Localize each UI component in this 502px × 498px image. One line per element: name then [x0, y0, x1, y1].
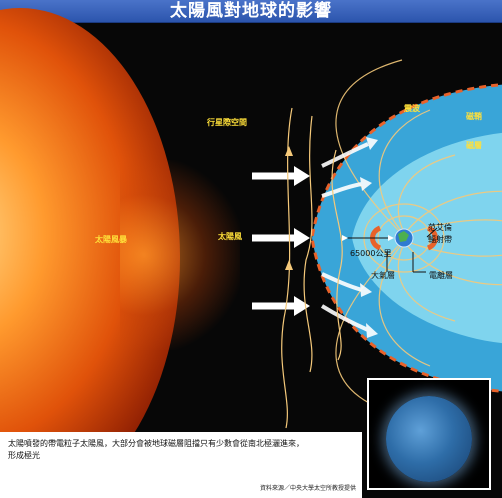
label-van-allen: 范艾倫	[428, 223, 452, 232]
label-solar-storm: 太陽風暴	[95, 235, 127, 244]
title-bar: 太陽風對地球的影響	[0, 0, 502, 23]
label-magnetosphere: 磁層	[466, 141, 482, 150]
source-credit: 資料來源／中央大學太空所教授提供	[259, 485, 356, 492]
earth-inset-photo	[367, 378, 491, 490]
solar-flare	[120, 160, 240, 350]
interplanetary-field-lines	[281, 107, 343, 429]
bow-shock-line	[310, 83, 502, 393]
label-interplanetary-space: 行星際空間	[207, 118, 247, 127]
deflected-flow-arrows	[320, 137, 378, 338]
magnetic-field-lines	[335, 59, 502, 417]
page-title: 太陽風對地球的影響	[170, 1, 332, 21]
solar-wind-arrows	[252, 166, 310, 316]
label-radiation-belt: 輻射帶	[428, 235, 452, 244]
field-line-markers	[285, 146, 293, 270]
caption-text: 太陽噴發的帶電粒子太陽風，大部分會被地球磁層阻擋只有少數會從南北極灑進來，形成極…	[8, 439, 304, 460]
label-solar-wind: 太陽風	[218, 232, 242, 241]
label-distance: 65000公里	[350, 249, 392, 258]
distance-marker	[342, 227, 438, 273]
caption-box: 太陽噴發的帶電粒子太陽風，大部分會被地球磁層阻擋只有少數會從南北極灑進來，形成極…	[0, 432, 362, 498]
label-bow-shock: 震波	[404, 104, 420, 113]
label-magnetosheath: 磁鞘	[466, 112, 482, 121]
label-ionosphere: 電離層	[429, 271, 453, 280]
magnetosphere-region	[352, 132, 502, 344]
label-atmosphere: 大氣層	[371, 271, 395, 280]
earth-photo	[386, 396, 472, 482]
